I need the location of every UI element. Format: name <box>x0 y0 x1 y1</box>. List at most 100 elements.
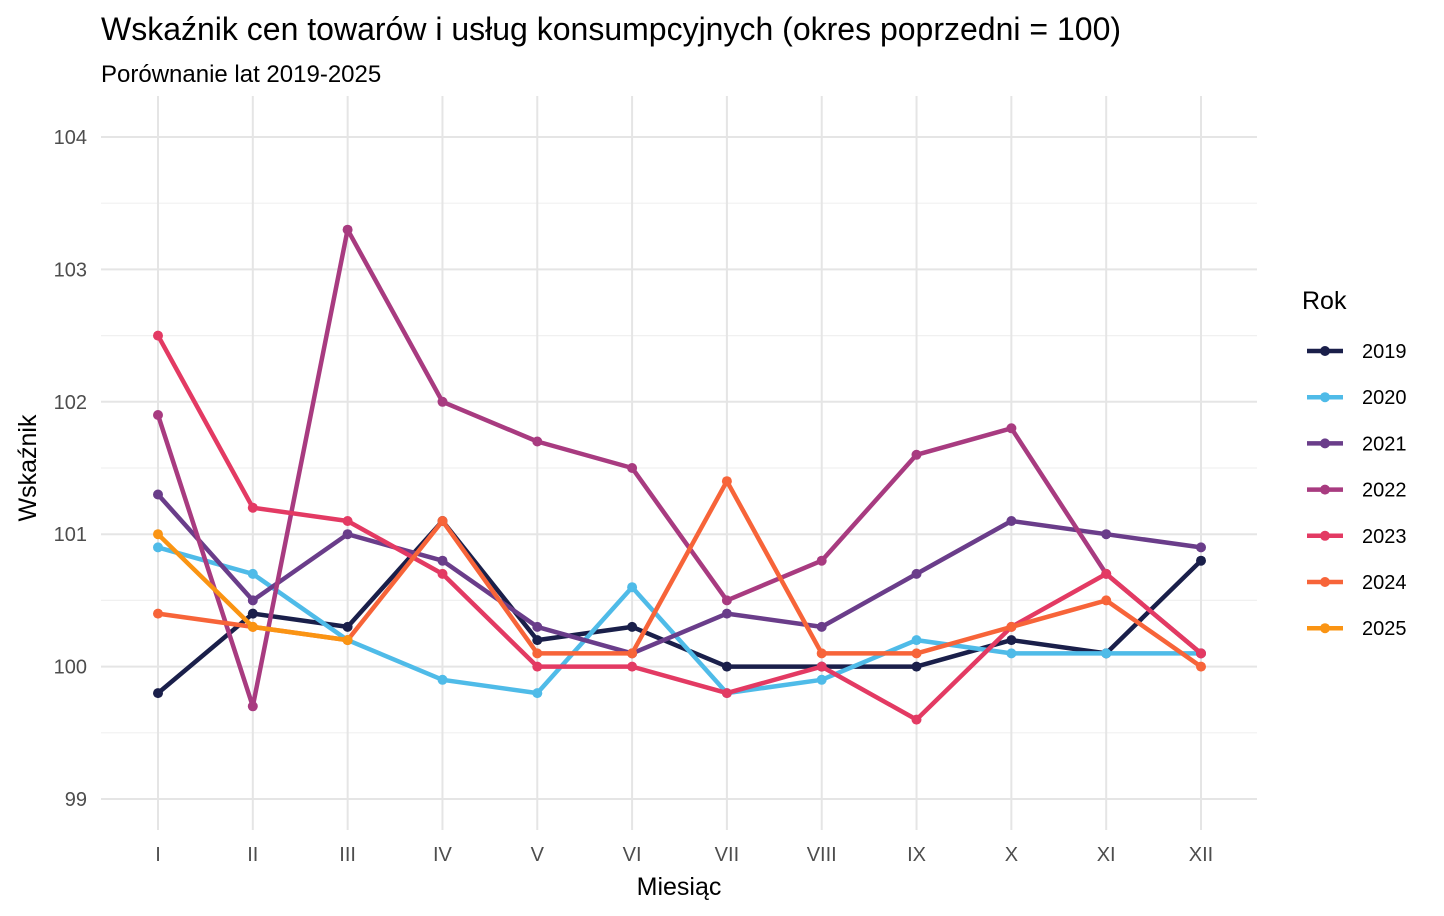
legend-label: 2019 <box>1362 341 1407 363</box>
data-point <box>247 608 258 619</box>
y-axis-title: Wskaźnik <box>14 414 42 521</box>
data-point <box>1101 568 1112 579</box>
data-point <box>1101 648 1112 659</box>
x-tick-label: V <box>531 844 545 866</box>
y-tick-label: 99 <box>65 789 87 811</box>
x-tick-label: II <box>247 844 258 866</box>
data-point <box>627 661 638 672</box>
data-point <box>816 674 827 685</box>
x-tick-label: VIII <box>807 844 837 866</box>
data-point <box>911 568 922 579</box>
legend-label: 2025 <box>1362 618 1407 640</box>
legend-title: Rok <box>1302 287 1347 315</box>
series-line <box>156 518 1203 695</box>
legend-label: 2022 <box>1362 480 1407 502</box>
series-group <box>153 224 1206 725</box>
data-point <box>153 410 163 420</box>
legend-key-point <box>1320 438 1330 449</box>
legend-key-point <box>1320 392 1330 403</box>
data-point <box>532 436 543 447</box>
data-point <box>153 330 163 341</box>
data-point <box>816 555 827 566</box>
data-point <box>816 661 827 672</box>
series-line <box>155 227 1203 709</box>
data-point <box>911 635 922 646</box>
data-point <box>532 635 543 646</box>
data-point <box>342 621 353 632</box>
data-point <box>437 396 448 407</box>
data-point <box>721 608 732 619</box>
data-point <box>1196 648 1206 659</box>
data-point <box>437 568 448 579</box>
x-tick-label: III <box>339 844 356 866</box>
x-axis-title: Miesiąc <box>637 873 722 901</box>
data-point <box>911 714 922 725</box>
y-tick-label: 104 <box>54 127 87 149</box>
data-point <box>1006 648 1017 659</box>
data-point <box>247 621 258 632</box>
data-point <box>1006 516 1017 526</box>
data-point <box>532 661 543 672</box>
legend-item-2024: 2024 <box>1307 572 1407 594</box>
data-point <box>721 595 732 606</box>
y-tick-label: 100 <box>54 657 87 679</box>
data-point <box>153 688 163 699</box>
legend-key-point <box>1320 530 1330 541</box>
legend-label: 2023 <box>1362 526 1407 548</box>
series-2025 <box>153 529 353 646</box>
data-point <box>437 516 448 526</box>
legend-items: 2019 2020 2021 2022 2023 2024 2025 <box>1307 341 1407 640</box>
legend-item-2025: 2025 <box>1307 618 1407 640</box>
legend-label: 2024 <box>1362 572 1407 594</box>
x-tick-label: XI <box>1097 844 1116 866</box>
data-point <box>153 608 163 619</box>
data-point <box>247 595 258 606</box>
x-tick-label: VII <box>715 844 739 866</box>
y-axis-ticks: 99 100 101 102 103 104 <box>54 127 87 811</box>
data-point <box>627 463 638 473</box>
data-point <box>342 224 353 235</box>
data-point <box>247 568 258 579</box>
legend-item-2021: 2021 <box>1307 433 1407 455</box>
data-point <box>627 648 638 659</box>
legend-label: 2020 <box>1362 387 1407 409</box>
data-point <box>532 688 543 699</box>
data-point <box>627 582 638 593</box>
data-point <box>153 489 163 500</box>
data-point <box>437 674 448 685</box>
data-point <box>1196 661 1206 672</box>
legend-key-point <box>1320 484 1330 495</box>
x-tick-label: I <box>155 844 161 866</box>
data-point <box>532 648 543 659</box>
data-point <box>816 648 827 659</box>
series-line <box>157 545 1201 696</box>
data-point <box>1006 423 1017 434</box>
x-tick-label: IV <box>433 844 453 866</box>
data-point <box>816 621 827 632</box>
data-point <box>911 449 922 460</box>
data-point <box>247 502 258 513</box>
legend: Rok 2019 2020 2021 2022 2023 2024 2025 <box>1302 287 1407 640</box>
data-point <box>437 555 448 566</box>
data-point <box>911 661 922 672</box>
data-point <box>911 648 922 659</box>
plot-grid <box>101 96 1257 830</box>
data-point <box>153 542 163 553</box>
legend-key-point <box>1320 577 1330 587</box>
data-point <box>721 476 732 487</box>
data-point <box>1006 635 1017 646</box>
data-point <box>627 621 638 632</box>
chart-title: Wskaźnik cen towarów i usług konsumpcyjn… <box>101 11 1121 47</box>
legend-item-2019: 2019 <box>1307 341 1407 363</box>
y-tick-label: 102 <box>54 392 87 414</box>
data-point <box>1006 621 1017 632</box>
x-axis-ticks: I II III IV V VI VII VIII IX X XI XII <box>155 844 1213 866</box>
legend-item-2023: 2023 <box>1307 526 1407 548</box>
series-line <box>156 334 1203 722</box>
data-point <box>721 661 732 672</box>
data-point <box>342 529 353 540</box>
x-tick-label: XII <box>1189 844 1213 866</box>
series-line <box>156 492 1202 656</box>
data-point <box>1101 529 1112 540</box>
